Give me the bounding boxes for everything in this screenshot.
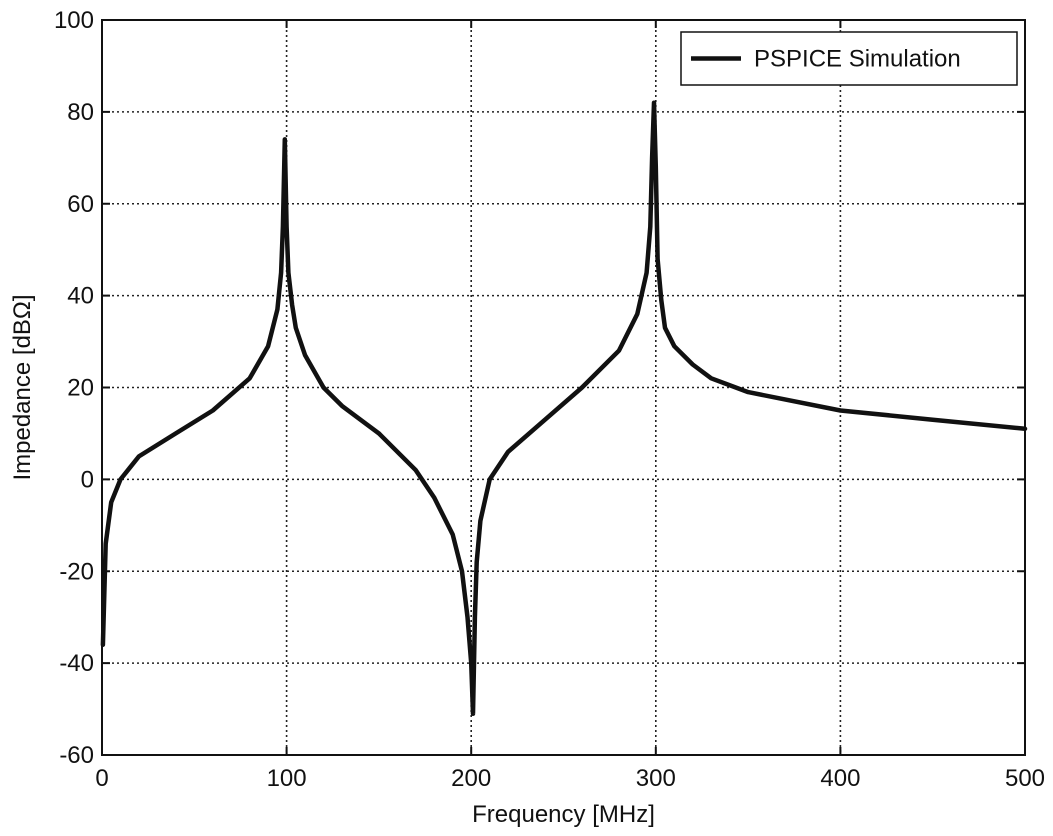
legend-label: PSPICE Simulation	[754, 46, 961, 73]
y-tick-label: 60	[67, 191, 94, 218]
y-tick-label: -60	[59, 742, 94, 769]
y-tick-label: -40	[59, 650, 94, 677]
axis-ticks: 0 100 200 300 400 500 -60 -40 -20 0 20 40 60 80 100	[54, 7, 1045, 792]
x-tick-label: 0	[95, 765, 108, 792]
x-tick-label: 300	[636, 765, 676, 792]
legend: PSPICE Simulation	[680, 31, 1018, 86]
grid	[102, 20, 1025, 755]
series-layer	[100, 100, 1028, 716]
y-tick-label: -20	[59, 558, 94, 585]
x-axis-title: Frequency [MHz]	[472, 801, 655, 828]
y-tick-label: 40	[67, 283, 94, 310]
y-tick-label: 80	[67, 99, 94, 126]
y-tick-label: 20	[67, 375, 94, 402]
x-tick-label: 400	[820, 765, 860, 792]
x-tick-label: 200	[451, 765, 491, 792]
x-tick-label: 500	[1005, 765, 1045, 792]
y-tick-label: 100	[54, 7, 94, 34]
y-axis-title: Impedance [dBΩ]	[9, 294, 36, 480]
legend-box	[680, 31, 1018, 86]
y-tick-label: 0	[81, 466, 94, 493]
series-line-pspice-simulation	[100, 100, 1028, 716]
x-tick-label: 100	[267, 765, 307, 792]
